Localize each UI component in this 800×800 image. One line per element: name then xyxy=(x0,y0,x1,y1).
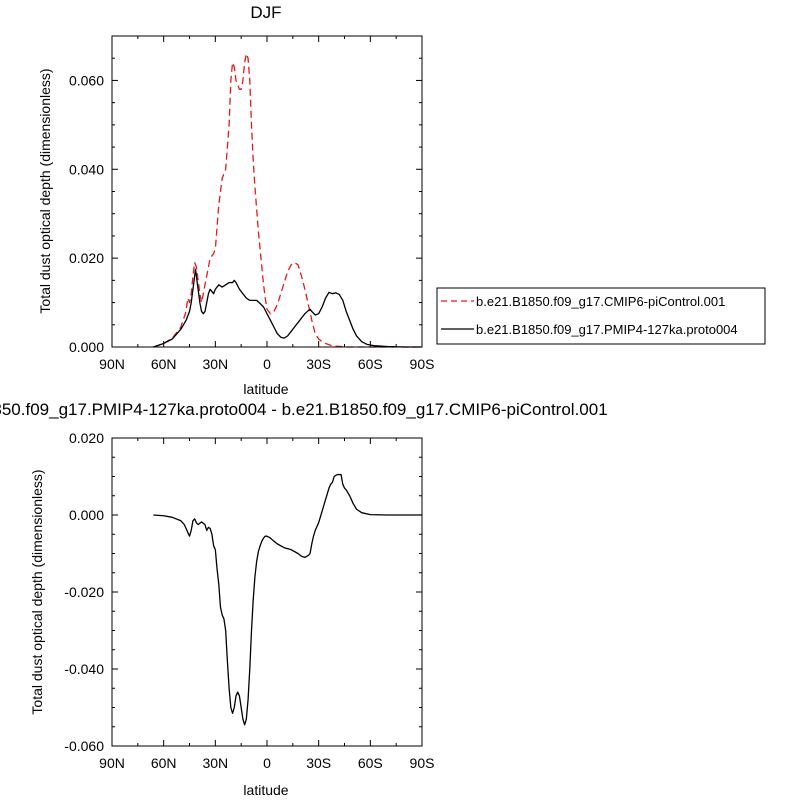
legend-label-ctrl: b.e21.B1850.f09_g17.CMIP6-piControl.001 xyxy=(476,294,725,309)
y-tick-label: -0.020 xyxy=(64,584,104,600)
y-tick-label: 0.020 xyxy=(69,430,104,446)
y-tick-label: 0.040 xyxy=(69,161,104,177)
panel-2-xlabel: latitude xyxy=(243,782,288,798)
legend: b.e21.B1850.f09_g17.CMIP6-piControl.001 … xyxy=(436,287,766,345)
panel-1-series xyxy=(153,53,422,348)
x-tick-label: 60S xyxy=(358,755,383,771)
x-tick-label: 90N xyxy=(99,755,125,771)
panel-1-title: DJF xyxy=(250,3,281,22)
x-tick-label: 30N xyxy=(202,755,228,771)
series-line-1 xyxy=(153,473,422,726)
y-tick-label: 0.000 xyxy=(69,507,104,523)
y-tick-label: 0.060 xyxy=(69,72,104,88)
panel-djf: DJF 90N 60N 30N 0 30S 60S 90S 0.000 0.020 0.040 0.… xyxy=(37,3,434,397)
y-tick-label: 0.020 xyxy=(69,250,104,266)
x-tick-label: 0 xyxy=(263,356,271,372)
x-tick-label: 0 xyxy=(263,755,271,771)
panel-1-ticks: 90N 60N 30N 0 30S 60S 90S 0.000 0.020 0.040 0.060 xyxy=(69,35,435,372)
x-tick-label: 90N xyxy=(99,356,125,372)
legend-box xyxy=(436,287,766,345)
series-line-2 xyxy=(153,268,422,348)
x-tick-label: 30N xyxy=(202,356,228,372)
x-tick-label: 30S xyxy=(306,755,331,771)
x-tick-label: 60N xyxy=(151,755,177,771)
panel-1-frame xyxy=(111,35,423,348)
panel-1-ylabel: Total dust optical depth (dimensionless) xyxy=(37,68,53,313)
series-line-1 xyxy=(153,53,422,348)
x-tick-label: 90S xyxy=(410,755,435,771)
y-tick-label: 0.000 xyxy=(69,339,104,355)
panel-difference: b.e21.B1850.f09_g17.PMIP4-127ka.proto004… xyxy=(0,400,608,798)
x-tick-label: 60S xyxy=(358,356,383,372)
legend-label-127ka: b.e21.B1850.f09_g17.PMIP4-127ka.proto004 xyxy=(476,322,738,337)
x-tick-label: 30S xyxy=(306,356,331,372)
y-tick-label: -0.060 xyxy=(64,738,104,754)
x-tick-label: 90S xyxy=(410,356,435,372)
panel-2-ylabel: Total dust optical depth (dimensionless) xyxy=(29,469,45,714)
panel-2-frame xyxy=(111,437,423,747)
panel-2-series xyxy=(153,473,422,726)
panel-2-title: b.e21.B1850.f09_g17.PMIP4-127ka.proto004… xyxy=(0,400,608,419)
panel-2-ticks: 90N 60N 30N 0 30S 60S 90S -0.060 -0.040 -0.020 0.0… xyxy=(64,430,434,771)
panel-1-xlabel: latitude xyxy=(243,381,288,397)
y-tick-label: -0.040 xyxy=(64,661,104,677)
x-tick-label: 60N xyxy=(151,356,177,372)
